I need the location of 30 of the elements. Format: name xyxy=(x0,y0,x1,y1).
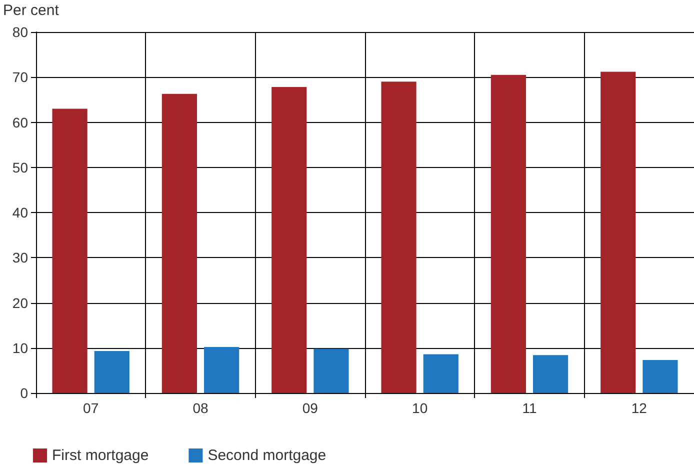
y-tick-label: 10 xyxy=(12,340,28,356)
legend-label: Second mortgage xyxy=(208,447,326,464)
y-tick-label: 60 xyxy=(12,114,28,130)
bar xyxy=(162,94,197,393)
bar xyxy=(642,360,678,393)
bar xyxy=(272,87,307,393)
bar xyxy=(423,354,458,393)
x-tick-label: 09 xyxy=(302,400,318,416)
bar xyxy=(94,351,130,393)
bar xyxy=(533,355,568,393)
bar xyxy=(490,74,526,393)
x-tick-label: 08 xyxy=(192,400,208,416)
x-tick-label: 12 xyxy=(631,400,648,416)
y-tick-label: 80 xyxy=(12,24,28,40)
y-tick-label: 30 xyxy=(12,250,28,266)
x-tick-label: 07 xyxy=(83,400,99,416)
y-tick-label: 40 xyxy=(12,204,28,220)
bar xyxy=(204,346,240,393)
x-tick-label: 10 xyxy=(412,400,428,416)
y-axis-title: Per cent xyxy=(3,2,60,19)
y-tick-label: 70 xyxy=(12,69,28,86)
legend-label: First mortgage xyxy=(52,447,149,464)
y-tick-label: 50 xyxy=(12,159,28,176)
bar xyxy=(314,348,349,393)
x-tick-label: 11 xyxy=(522,400,537,416)
bar xyxy=(52,108,88,393)
bar xyxy=(381,82,416,393)
bar xyxy=(600,72,636,393)
y-tick-label: 0 xyxy=(20,385,28,401)
y-tick-label: 20 xyxy=(12,294,28,311)
